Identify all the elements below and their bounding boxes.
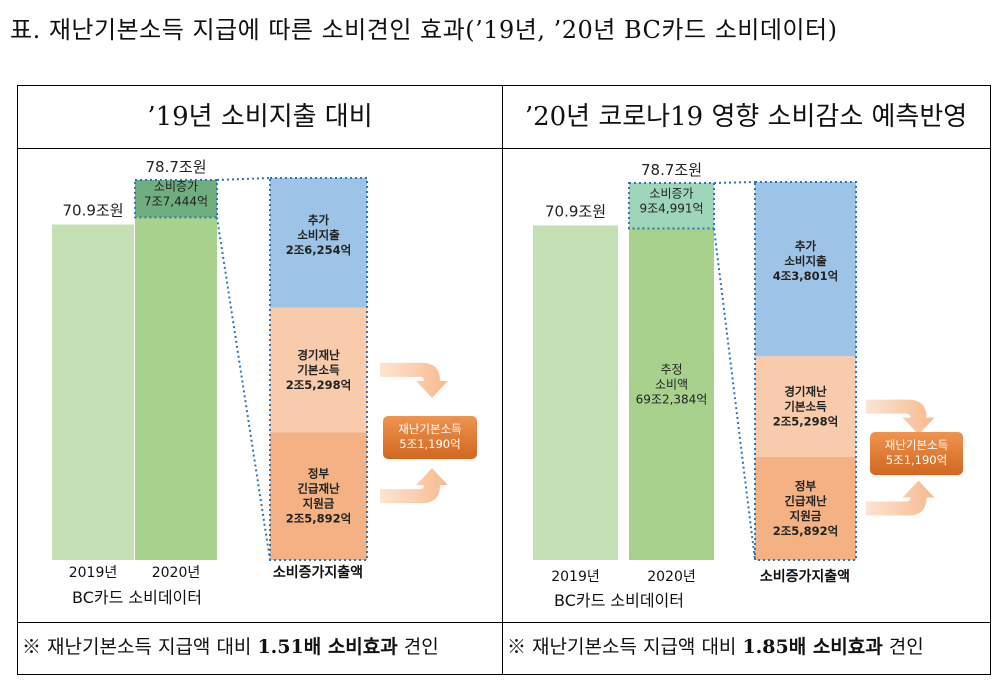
chart-1-result-label: 재난기본소득 5조1,190억: [398, 422, 461, 451]
note-left: ※ 재난기본소득 지급액 대비 1.51배 소비효과 견인: [22, 622, 439, 672]
chart-2-breakdown-seg-2-label: 경기재난 기본소득 2조5,298억: [773, 385, 839, 429]
chart-2-result-label: 재난기본소득 5조1,190억: [885, 438, 948, 467]
chart-2-breakdown-seg-2: [755, 356, 856, 457]
chart-1-bar-2020-seg-2-label: 소비증가 7조7,444억: [144, 179, 208, 208]
chart-2-bar-2020-seg-1: [629, 228, 714, 560]
chart-2-source: BC카드 소비데이터: [554, 591, 684, 610]
chart-2-label-2020: 78.7조원: [641, 161, 702, 179]
chart-2-arrow-bottom: [866, 480, 935, 516]
chart-1-connector-bottom: [216, 217, 271, 561]
chart-1-breakdown-seg-3: [270, 432, 367, 560]
chart-1-source: BC카드 소비데이터: [72, 588, 202, 607]
chart-1-breakdown-seg-1-label: 추가 소비지출 2조6,254억: [286, 213, 352, 257]
chart-2-connector-bottom: [713, 228, 756, 561]
panel-left-title: ’19년 소비지출 대비: [147, 102, 373, 132]
chart-2-bar-2020-seg-2-label: 소비증가 9조4,991억: [639, 186, 703, 215]
chart-2-arrow-top: [866, 399, 935, 435]
chart-2-breakdown-caption: 소비증가지출액: [760, 568, 850, 585]
panel-right-title: ’20년 코로나19 영향 소비감소 예측반영: [524, 102, 968, 132]
chart-1-increase-outline: [134, 179, 218, 219]
chart-2-label-2019: 70.9조원: [545, 202, 606, 220]
column-divider: [502, 85, 503, 674]
chart-1-connector-top: [216, 177, 271, 181]
chart-2-breakdown-seg-1-label: 추가 소비지출 4조3,801억: [773, 239, 839, 283]
header-divider: [17, 148, 990, 149]
note-right-bold: 1.85배 소비효과: [742, 636, 883, 658]
chart-1-cat-2020: 2020년: [152, 565, 201, 581]
note-left-bold: 1.51배 소비효과: [257, 636, 398, 658]
chart-1-arrow-bottom: [380, 468, 448, 504]
note-left-suffix: 견인: [397, 636, 439, 658]
chart-1-breakdown-seg-1: [270, 178, 367, 308]
chart-1-breakdown-seg-3-label: 정부 긴급재난 지원금 2조5,892억: [286, 467, 352, 526]
chart-2-breakdown-seg-3: [755, 456, 856, 560]
chart-2-breakdown-outline: [754, 181, 857, 561]
table-frame: [17, 85, 991, 675]
chart-1-breakdown-seg-2: [270, 307, 367, 433]
chart-1-bar-2019: [52, 224, 134, 560]
footer-divider: [17, 622, 990, 623]
chart-2-bar-2019: [533, 225, 618, 560]
chart-2-breakdown-seg-1: [755, 182, 856, 357]
chart-1-bar-2020-seg-2: [135, 180, 217, 218]
note-right-suffix: 견인: [882, 636, 924, 658]
chart-1-breakdown-caption: 소비증가지출액: [273, 564, 363, 581]
chart-2-result-box: [870, 432, 963, 475]
chart-1-label-2020: 78.7조원: [146, 158, 207, 176]
chart-2-bar-2020-seg-1-label: 추정 소비액 69조2,384억: [636, 362, 708, 406]
chart-2-cat-2019: 2019년: [551, 569, 600, 585]
page-title: 표. 재난기본소득 지급에 따른 소비견인 효과(’19년, ’20년 BC카드…: [10, 16, 838, 44]
note-right-prefix: ※ 재난기본소득 지급액 대비: [507, 636, 743, 658]
chart-2-cat-2020: 2020년: [647, 569, 696, 585]
chart-2-bar-2020-seg-2: [629, 183, 714, 229]
chart-1-breakdown-seg-2-label: 경기재난 기본소득 2조5,298억: [286, 348, 352, 392]
note-left-prefix: ※ 재난기본소득 지급액 대비: [22, 636, 258, 658]
chart-1-arrow-top: [380, 362, 448, 398]
note-right: ※ 재난기본소득 지급액 대비 1.85배 소비효과 견인: [507, 622, 924, 672]
chart-2-breakdown-seg-3-label: 정부 긴급재난 지원금 2조5,892억: [773, 479, 839, 538]
chart-1-bar-2020-seg-1: [135, 217, 217, 560]
chart-1-cat-2019: 2019년: [69, 565, 118, 581]
chart-1-breakdown-outline: [269, 177, 368, 561]
chart-2-connector-top: [713, 181, 756, 184]
chart-1-label-2019: 70.9조원: [63, 202, 124, 220]
chart-1-result-box: [383, 416, 477, 459]
